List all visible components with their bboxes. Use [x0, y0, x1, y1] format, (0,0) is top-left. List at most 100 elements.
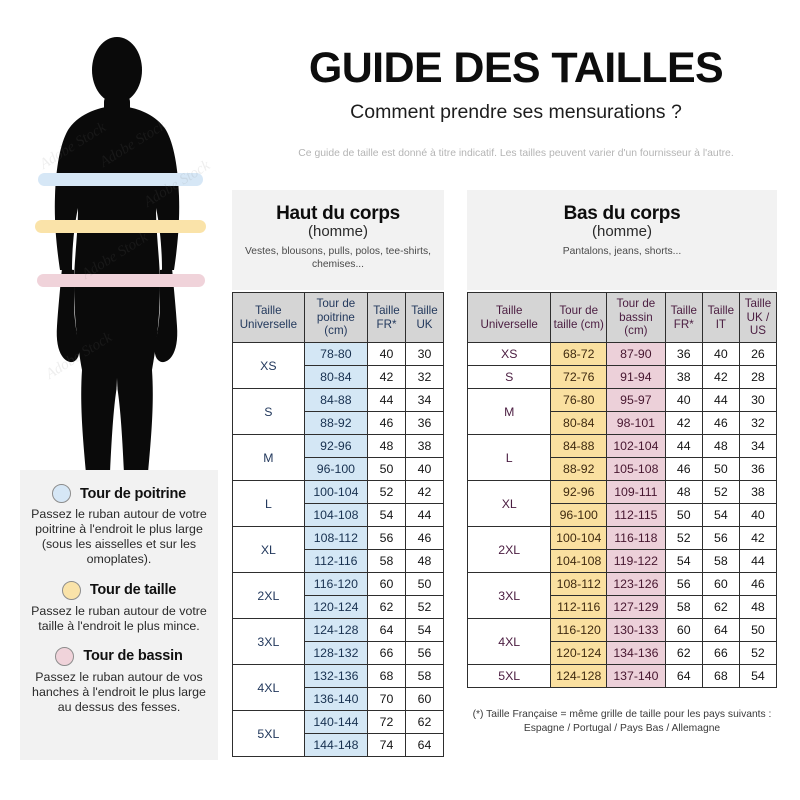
table-body-upper-body: XS 78-80 40 30 80-84 42 32 S 84-88 44 34 88-92 46 36 M… — [232, 342, 444, 758]
cell-taille-universelle: 4XL — [466, 618, 552, 666]
cell-taille-universelle: XL — [232, 526, 305, 574]
cell-taille-universelle: 3XL — [466, 572, 552, 620]
table-cell: 74 — [367, 733, 406, 758]
table-cell: 96-100 — [303, 457, 369, 482]
table-cell: 40 — [405, 457, 444, 482]
legend-item-waist: Tour de taille Passez le ruban autour de… — [26, 580, 212, 634]
table-cell: 46 — [664, 457, 703, 482]
table-row: L 100-104 52 42 — [232, 480, 444, 528]
male-silhouette-icon — [54, 37, 180, 473]
table-cell: 127-129 — [606, 595, 666, 620]
table-cell: 40 — [367, 342, 406, 367]
table-cell: 36 — [664, 342, 703, 367]
waist-band — [35, 220, 206, 233]
table-cell: 116-120 — [303, 572, 369, 597]
column-header: Taille UK — [405, 291, 444, 344]
table-row: 104-108 54 44 — [233, 503, 444, 528]
table-cell: 30 — [405, 342, 444, 367]
table-header-row: Taille Universelle Tour de taille (cm) Tou… — [466, 291, 778, 344]
table-cell: 108-112 — [303, 526, 369, 551]
table-cell: 92-96 — [303, 434, 369, 459]
table-row: 2XL 116-120 60 50 — [232, 572, 444, 620]
table-cell: 62 — [701, 595, 740, 620]
left-column: Adobe Stock Adobe Stock Adobe Stock Adob… — [0, 0, 232, 800]
table-row: 80-84 42 32 — [233, 365, 444, 390]
size-table-lower-body: Taille Universelle Tour de taille (cm) Tou… — [466, 291, 778, 689]
table-cell: 128-132 — [303, 641, 369, 666]
table-row: 5XL 124-128 137-140 64 68 54 — [466, 664, 778, 689]
legend-title-waist: Tour de taille — [89, 582, 177, 598]
table-header-upper-body: Taille Universelle Tour de poitrine (cm) T… — [232, 291, 444, 344]
table-cell: 105-108 — [606, 457, 666, 482]
table-cell: 36 — [405, 411, 444, 436]
table-cell: 78-80 — [303, 342, 369, 367]
table-cell: 56 — [405, 641, 444, 666]
table-cell: 38 — [405, 434, 444, 459]
table-cell: 52 — [405, 595, 444, 620]
table-cell: 58 — [405, 664, 444, 689]
column-header: Taille UK / US — [738, 291, 778, 344]
table-cell: 44 — [738, 549, 778, 574]
chest-band — [38, 173, 203, 186]
cell-taille-universelle: XL — [466, 480, 552, 528]
table-cell: 60 — [405, 687, 444, 712]
table-cell: 80-84 — [550, 411, 608, 436]
column-header: Taille Universelle — [466, 291, 552, 344]
table-row: XL 92-96 109-111 48 52 38 — [466, 480, 778, 528]
footnote-text: (*) Taille Française = même grille de ta… — [472, 709, 772, 734]
cell-taille-universelle: XS — [466, 342, 552, 367]
table-cell: 46 — [738, 572, 778, 597]
table-cell: 64 — [367, 618, 406, 643]
table-cell: 88-92 — [303, 411, 369, 436]
table-cell: 64 — [405, 733, 444, 758]
size-table-upper-body: Taille Universelle Tour de poitrine (cm) T… — [232, 291, 444, 758]
table-row: XS 68-72 87-90 36 40 26 — [466, 342, 778, 367]
table-cell: 98-101 — [606, 411, 666, 436]
table-cell: 50 — [367, 457, 406, 482]
table-cell: 56 — [367, 526, 406, 551]
table-cell: 120-124 — [303, 595, 369, 620]
cell-taille-universelle: S — [466, 365, 552, 390]
table-cell: 60 — [367, 572, 406, 597]
table-row: M 92-96 48 38 — [232, 434, 444, 482]
table-cell: 91-94 — [606, 365, 666, 390]
table-cell: 104-108 — [550, 549, 608, 574]
table-cell: 140-144 — [303, 710, 369, 735]
table-cell: 54 — [664, 549, 703, 574]
panel-title-lower-body: Bas du corps — [563, 203, 681, 224]
table-cell: 48 — [701, 434, 740, 459]
table-cell: 42 — [367, 365, 406, 390]
panel-haut-du-corps: Haut du corps (homme) Vestes, blousons, … — [232, 190, 444, 290]
table-row: XL 108-112 56 46 — [232, 526, 444, 574]
table-cell: 66 — [701, 641, 740, 666]
legend-item-hips: Tour de bassin Passez le ruban autour de… — [26, 646, 212, 715]
panel-items-lower-body: Pantalons, jeans, shorts... — [562, 246, 682, 258]
table-cell: 120-124 — [550, 641, 608, 666]
table-cell: 42 — [405, 480, 444, 505]
table-cell: 132-136 — [303, 664, 369, 689]
waist-color-dot — [61, 580, 81, 600]
table-cell: 48 — [367, 434, 406, 459]
table-cell: 102-104 — [606, 434, 666, 459]
column-header: Tour de bassin (cm) — [606, 291, 666, 344]
table-body-lower-body: XS 68-72 87-90 36 40 26 S 72-76 91-94 38 42 28 M 76-8… — [466, 342, 778, 689]
table-cell: 62 — [367, 595, 406, 620]
cell-taille-universelle: M — [232, 434, 305, 482]
table-row: 4XL 132-136 68 58 — [232, 664, 444, 712]
table-cell: 58 — [367, 549, 406, 574]
table-row: 3XL 124-128 64 54 — [232, 618, 444, 666]
table-cell: 44 — [664, 434, 703, 459]
table-cell: 52 — [367, 480, 406, 505]
table-cell: 62 — [405, 710, 444, 735]
body-silhouette-figure: Adobe Stock Adobe Stock Adobe Stock Adob… — [0, 18, 232, 473]
cell-taille-universelle: M — [466, 388, 552, 436]
table-row: 2XL 100-104 116-118 52 56 42 — [466, 526, 778, 574]
table-cell: 48 — [405, 549, 444, 574]
table-cell: 60 — [664, 618, 703, 643]
table-cell: 42 — [738, 526, 778, 551]
panel-subtitle-lower-body: (homme) — [591, 222, 652, 240]
table-row: 96-100 50 40 — [233, 457, 444, 482]
table-cell: 123-126 — [606, 572, 666, 597]
table-cell: 137-140 — [606, 664, 666, 689]
table-cell: 54 — [738, 664, 778, 689]
